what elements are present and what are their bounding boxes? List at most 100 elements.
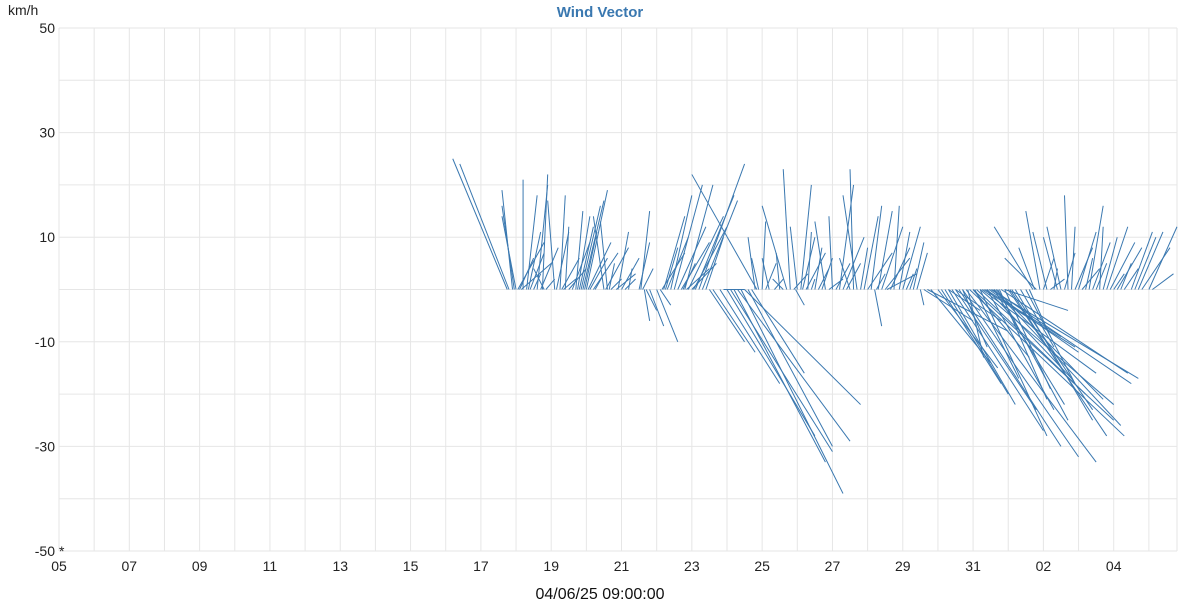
wind-vector (860, 247, 869, 290)
wind-vector (849, 169, 855, 290)
wind-vector (740, 289, 844, 494)
wind-vector (733, 289, 826, 463)
wind-vector (1042, 257, 1055, 290)
wind-vector (1078, 231, 1097, 290)
wind-vector (902, 226, 921, 290)
y-axis-unit-label: km/h (8, 2, 38, 18)
wind-vector (1109, 242, 1136, 290)
wind-vector (937, 289, 999, 369)
wind-vector (1071, 226, 1076, 290)
wind-vector (719, 289, 781, 384)
wind-vector (533, 268, 545, 290)
wind-vector (680, 242, 710, 290)
wind-vector (575, 211, 584, 290)
chart-title: Wind Vector (557, 4, 644, 21)
wind-vector (751, 289, 805, 374)
wind-vector (747, 289, 833, 447)
wind-vector (974, 289, 1020, 379)
wind-vector (955, 289, 1002, 322)
wind-vector (782, 169, 791, 290)
wind-vector (682, 263, 696, 290)
x-tick-label: 25 (754, 558, 770, 574)
wind-vector (670, 195, 693, 290)
wind-vector (1032, 231, 1048, 290)
wind-vector (452, 158, 508, 290)
wind-vector (969, 289, 1125, 437)
wind-vector (890, 247, 911, 290)
wind-vector (1018, 247, 1036, 290)
wind-vector (737, 289, 851, 442)
wind-vector (1025, 210, 1041, 290)
wind-vector (687, 216, 724, 290)
wind-vector (608, 263, 615, 290)
wind-vector (1141, 247, 1171, 290)
y-tick-label: -50 (35, 543, 55, 559)
x-tick-label: 13 (332, 558, 348, 574)
wind-vector (995, 289, 1104, 400)
y-tick-label: 10 (39, 229, 55, 245)
x-tick-label: 15 (403, 558, 419, 574)
wind-vector (624, 278, 636, 290)
wind-vector (587, 242, 612, 290)
corner-mark: * (59, 543, 65, 559)
y-tick-label: 50 (39, 20, 55, 36)
x-tick-label: 19 (543, 558, 559, 574)
x-tick-label: 31 (965, 558, 981, 574)
wind-vector (1050, 278, 1065, 290)
wind-vector (1099, 226, 1104, 290)
wind-vector (874, 289, 883, 327)
wind-vector (541, 174, 549, 290)
wind-vector (520, 262, 552, 290)
wind-vector (807, 231, 812, 290)
wind-vector (814, 221, 826, 290)
wind-vector (643, 289, 651, 321)
wind-vector (751, 258, 760, 290)
wind-vector (580, 205, 601, 290)
wind-vector (863, 216, 879, 290)
wind-vector (870, 205, 883, 290)
wind-vector (927, 289, 1009, 332)
wind-vector (705, 237, 724, 290)
wind-vector (761, 221, 767, 290)
x-tick-label: 05 (51, 558, 67, 574)
wind-vector (519, 257, 535, 290)
wind-vector (592, 216, 605, 290)
wind-vector (944, 289, 1009, 395)
x-tick-label: 04 (1106, 558, 1122, 574)
wind-vector (967, 289, 985, 358)
wind-vector (1137, 231, 1164, 290)
wind-vector (805, 252, 826, 290)
wind-vector (962, 289, 1079, 458)
wind-vector (545, 278, 556, 290)
wind-vector (578, 226, 594, 290)
x-tick-label: 07 (122, 558, 138, 574)
wind-vector (663, 216, 686, 290)
wind-vector (1000, 289, 1129, 374)
wind-vector (881, 226, 904, 290)
wind-vector (979, 289, 1048, 437)
wind-vector (893, 205, 900, 290)
wind-vector (958, 289, 1062, 447)
wind-vector (642, 268, 654, 290)
wind-vector (1130, 231, 1153, 290)
wind-vector (1088, 205, 1104, 290)
wind-vector (1014, 289, 1094, 421)
wind-vector (919, 289, 925, 306)
wind-vector (875, 273, 886, 290)
wind-vector (501, 216, 517, 290)
x-tick-label: 09 (192, 558, 208, 574)
wind-vector (708, 289, 745, 343)
wind-vector (789, 226, 798, 290)
y-axis-ticks: 50 30 10 -10 -30 -50 (35, 20, 55, 559)
wind-vector (951, 289, 1044, 431)
wind-vector (912, 242, 925, 290)
wind-vector (1042, 237, 1058, 290)
wind-vector (923, 289, 974, 322)
wind-vector (664, 247, 679, 290)
wind-vector (1004, 289, 1051, 390)
wind-vector (839, 257, 851, 290)
wind-vector (659, 289, 672, 306)
wind-vector (527, 231, 542, 290)
wind-vector (582, 200, 605, 290)
